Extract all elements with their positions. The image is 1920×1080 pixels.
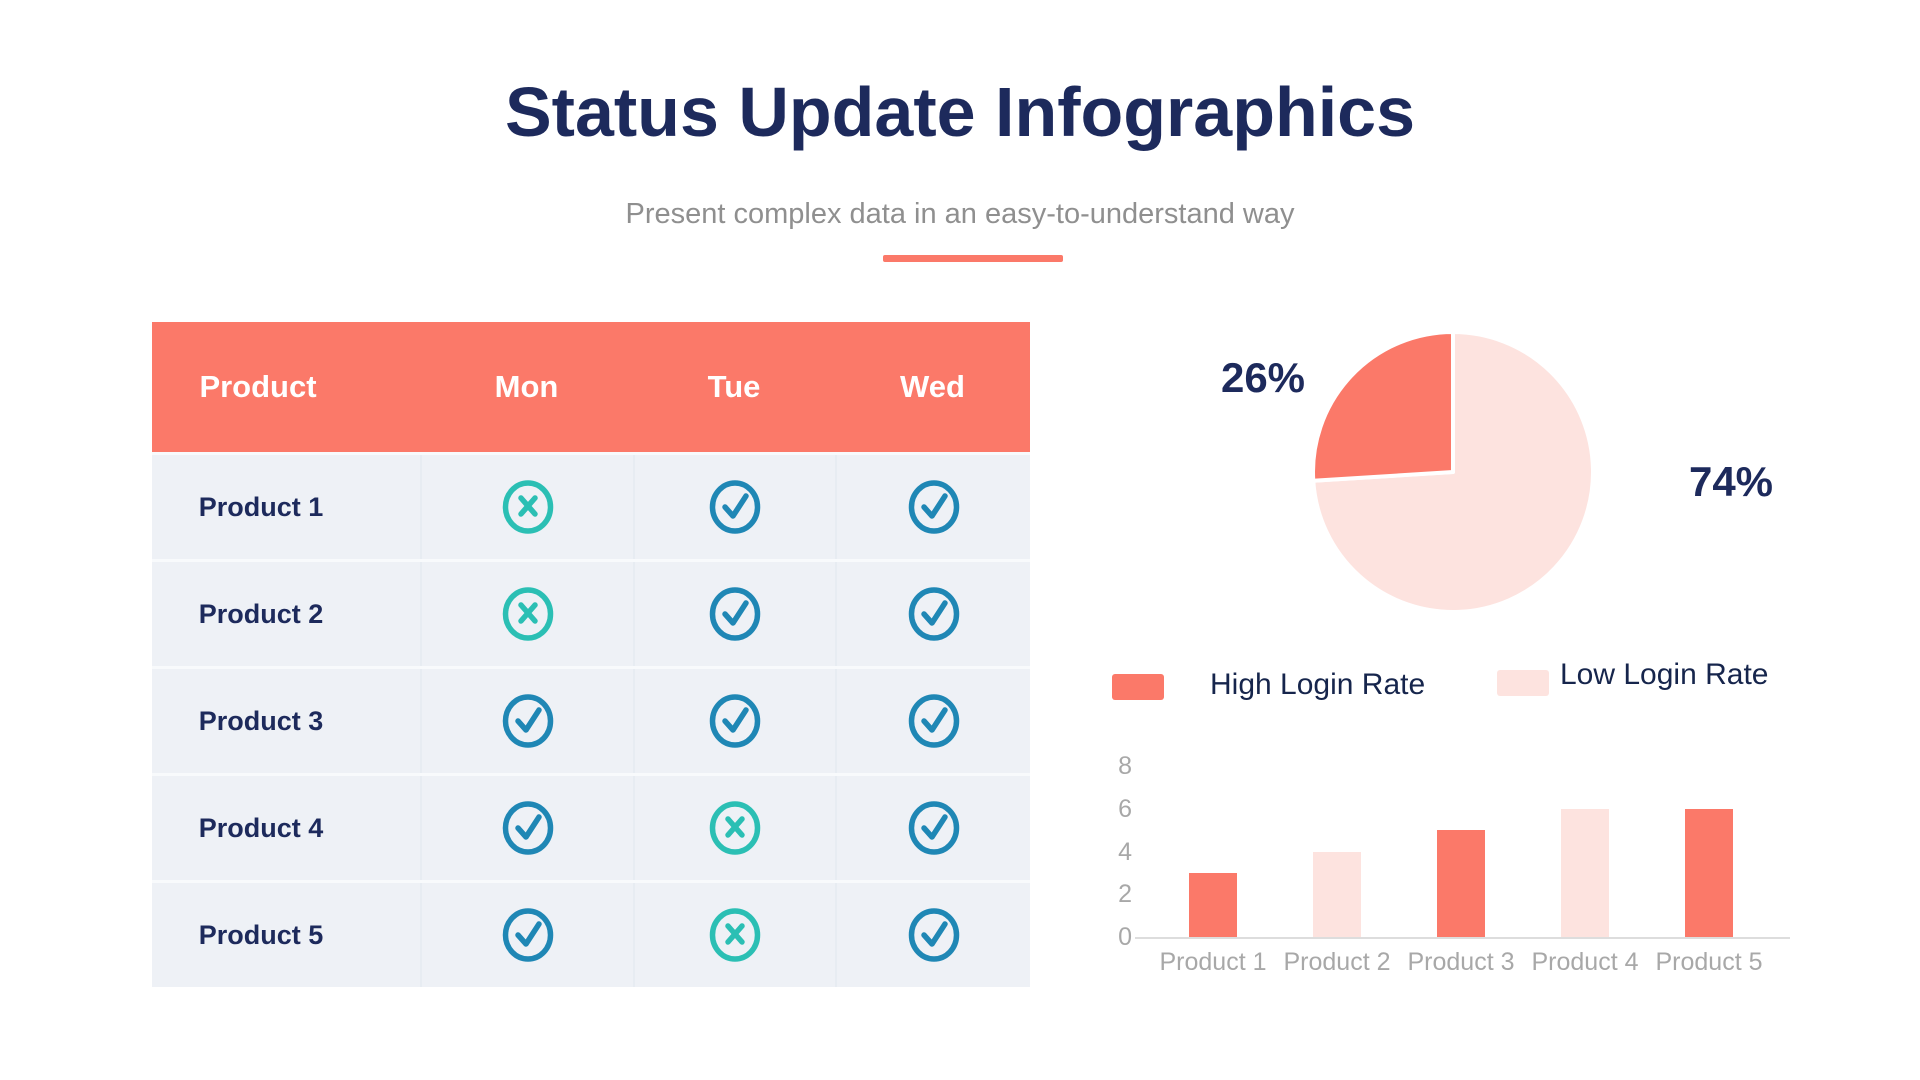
accent-underline — [883, 255, 1063, 262]
status-cell — [420, 883, 633, 987]
status-cell — [835, 776, 1030, 880]
login-rate-bar-chart: 0 2 4 6 8 Product 1 Product 2 Product 3 Product … — [1100, 750, 1800, 990]
column-header-mon: Mon — [494, 369, 559, 404]
check-icon — [709, 587, 761, 641]
table-row: Product 4 — [152, 773, 1030, 880]
check-icon — [908, 908, 959, 962]
y-axis-tick: 2 — [1118, 880, 1132, 909]
status-cell — [420, 455, 633, 559]
column-header-tue: Tue — [707, 369, 761, 404]
status-cell — [633, 883, 835, 987]
product-name: Product 1 — [198, 491, 324, 522]
legend-swatch-high-login-rate — [1112, 674, 1164, 700]
bar-product-4 — [1561, 808, 1609, 937]
check-icon — [908, 480, 959, 534]
bar-product-2 — [1313, 851, 1361, 937]
check-icon — [908, 587, 959, 641]
status-cell — [835, 669, 1030, 773]
status-cell — [633, 455, 835, 559]
legend-label-low-login-rate: Low Login Rate — [1560, 658, 1769, 691]
check-icon — [502, 801, 553, 855]
product-name: Product 3 — [198, 705, 324, 736]
x-axis-category-label: Product 3 — [1407, 948, 1515, 976]
status-cell — [835, 562, 1030, 666]
status-cell — [420, 562, 633, 666]
product-name: Product 5 — [198, 919, 324, 950]
pie-slice-label-26: 26% — [1220, 354, 1306, 401]
status-cell — [633, 669, 835, 773]
y-axis-tick: 6 — [1118, 794, 1132, 823]
product-name: Product 4 — [198, 812, 324, 843]
x-axis-category-label: Product 4 — [1531, 948, 1639, 976]
pie-slice-high-login-rate — [1311, 330, 1455, 483]
table-row: Product 3 — [152, 666, 1030, 773]
status-cell — [420, 776, 633, 880]
login-rate-pie-chart — [1311, 330, 1595, 614]
x-axis-category-label: Product 5 — [1655, 948, 1763, 976]
status-cell — [835, 883, 1030, 987]
x-axis-category-label: Product 2 — [1283, 948, 1391, 976]
table-row: Product 2 — [152, 559, 1030, 666]
check-icon — [502, 908, 553, 962]
check-icon — [908, 801, 959, 855]
y-axis-tick: 0 — [1118, 923, 1132, 951]
table-row: Product 1 — [152, 452, 1030, 559]
check-icon — [709, 480, 761, 534]
cross-icon — [709, 801, 761, 855]
bar-product-3 — [1437, 830, 1485, 937]
status-cell — [633, 562, 835, 666]
legend-label-high-login-rate: High Login Rate — [1210, 668, 1426, 701]
status-cell — [633, 776, 835, 880]
x-axis-line — [1135, 937, 1790, 939]
y-axis-tick: 4 — [1118, 837, 1132, 866]
pie-slice-label-74: 74% — [1688, 458, 1774, 505]
column-header-product: Product — [199, 369, 317, 404]
y-axis-tick: 8 — [1118, 752, 1132, 780]
cross-icon — [502, 480, 553, 534]
check-icon — [908, 694, 959, 748]
legend-swatch-low-login-rate — [1497, 670, 1549, 696]
status-table-body: Product 1 Product 2 Product 3 Product 4 Prod… — [152, 452, 1030, 987]
status-cell — [420, 669, 633, 773]
bar-product-1 — [1189, 872, 1237, 937]
status-cell — [835, 455, 1030, 559]
status-table: Product Mon Tue Wed Product 1 Product 2 Pr… — [152, 322, 1030, 987]
page-subtitle: Present complex data in an easy-to-under… — [625, 198, 1295, 230]
bar-product-5 — [1685, 808, 1733, 937]
product-name: Product 2 — [198, 598, 324, 629]
page-title: Status Update Infographics — [504, 73, 1416, 151]
x-axis-category-label: Product 1 — [1159, 948, 1267, 976]
cross-icon — [502, 587, 553, 641]
check-icon — [502, 694, 553, 748]
table-row: Product 5 — [152, 880, 1030, 987]
cross-icon — [709, 908, 761, 962]
status-table-header: Product Mon Tue Wed — [152, 322, 1030, 452]
check-icon — [709, 694, 761, 748]
column-header-wed: Wed — [900, 369, 965, 404]
